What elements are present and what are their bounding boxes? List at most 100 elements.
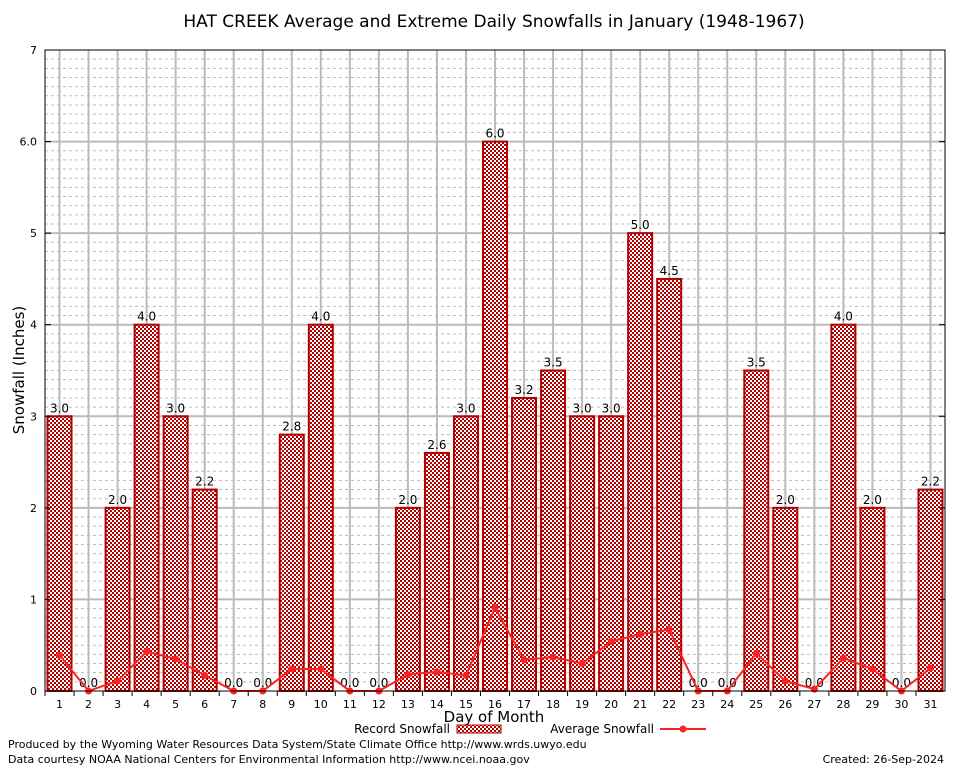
x-tick-label: 25 — [749, 698, 763, 711]
bar-value-label: 0.0 — [369, 676, 388, 690]
average-point — [839, 654, 847, 662]
average-point — [810, 685, 818, 693]
bar-value-label: 4.0 — [311, 310, 330, 324]
footer-created: Created: 26-Sep-2024 — [822, 753, 944, 766]
y-tick-label: 0 — [30, 685, 37, 698]
average-point — [868, 665, 876, 673]
x-tick-label: 15 — [459, 698, 473, 711]
legend-record-swatch — [456, 724, 502, 734]
average-point — [926, 664, 934, 672]
x-tick-label: 9 — [288, 698, 295, 711]
average-line — [56, 604, 934, 695]
record-bar — [104, 506, 131, 692]
record-bar — [627, 232, 654, 692]
y-tick-label: 3 — [30, 410, 37, 423]
y-tick-label: 6.0 — [20, 136, 38, 149]
x-tick-label: 28 — [836, 698, 850, 711]
record-bar — [133, 323, 160, 692]
record-bar — [917, 488, 944, 692]
bar-value-label: 3.0 — [573, 401, 592, 415]
bar-value-label: 0.0 — [718, 676, 737, 690]
average-point — [172, 655, 180, 663]
legend: Record Snowfall Average Snowfall — [354, 722, 706, 736]
average-point — [578, 660, 586, 668]
y-tick-label: 4 — [30, 319, 37, 332]
x-tick-label: 13 — [401, 698, 415, 711]
x-tick-label: 30 — [894, 698, 908, 711]
bar-value-label: 2.0 — [108, 493, 127, 507]
average-point — [462, 671, 470, 679]
average-point — [665, 626, 673, 634]
average-point — [143, 648, 151, 656]
x-tick-label: 5 — [172, 698, 179, 711]
x-tick-label: 31 — [923, 698, 937, 711]
record-bar — [743, 369, 770, 692]
bar-value-label: 2.2 — [921, 475, 940, 489]
average-point — [520, 656, 528, 664]
record-bar — [394, 506, 421, 692]
average-point — [433, 668, 441, 676]
bar-value-label: 3.5 — [544, 356, 563, 370]
bar-value-label: 5.0 — [631, 218, 650, 232]
x-tick-label: 8 — [259, 698, 266, 711]
record-bar — [191, 488, 218, 692]
x-tick-label: 20 — [604, 698, 618, 711]
record-bar — [569, 415, 596, 692]
x-tick-label: 22 — [662, 698, 676, 711]
x-tick-label: 4 — [143, 698, 150, 711]
x-axis-label: Day of Month — [444, 708, 545, 726]
bar-value-label: 3.0 — [50, 401, 69, 415]
average-point — [549, 653, 557, 661]
x-tick-label: 17 — [517, 698, 531, 711]
record-bar — [452, 415, 479, 692]
bar-value-label: 4.5 — [660, 264, 679, 278]
bar-value-label: 2.0 — [398, 493, 417, 507]
bar-value-label: 2.8 — [282, 420, 301, 434]
bar-value-label: 6.0 — [485, 127, 504, 141]
x-tick-label: 14 — [430, 698, 444, 711]
y-tick-label: 5 — [30, 227, 37, 240]
legend-average-marker — [679, 725, 687, 733]
record-bar — [540, 369, 567, 692]
record-bar — [511, 396, 538, 692]
legend-average-label: Average Snowfall — [550, 722, 654, 736]
record-bar — [772, 506, 799, 692]
bar-value-label: 4.0 — [137, 310, 156, 324]
record-bar — [307, 323, 334, 692]
y-tick-label: 7 — [30, 44, 37, 57]
x-tick-label: 2 — [85, 698, 92, 711]
record-bar — [423, 451, 450, 692]
average-point — [607, 638, 615, 646]
x-tick-label: 18 — [546, 698, 560, 711]
x-tick-label: 7 — [230, 698, 237, 711]
x-tick-label: 29 — [865, 698, 879, 711]
bar-value-label: 4.0 — [834, 310, 853, 324]
chart-title: HAT CREEK Average and Extreme Daily Snow… — [183, 12, 804, 32]
record-bar — [598, 415, 625, 692]
average-point — [636, 630, 644, 638]
y-tick-label: 2 — [30, 502, 37, 515]
bar-value-label: 2.2 — [195, 475, 214, 489]
x-tick-label: 19 — [575, 698, 589, 711]
average-point — [781, 677, 789, 685]
plot-frame — [44, 49, 946, 692]
record-bar — [830, 323, 857, 692]
record-bar — [278, 433, 305, 692]
x-tick-label: 1 — [56, 698, 63, 711]
x-tick-label: 16 — [488, 698, 502, 711]
bar-value-label: 0.0 — [805, 676, 824, 690]
bar-value-label: 3.5 — [747, 356, 766, 370]
footer-courtesy: Data courtesy NOAA National Centers for … — [8, 753, 530, 766]
footer-produced-by: Produced by the Wyoming Water Resources … — [8, 738, 587, 751]
x-tick-label: 27 — [807, 698, 821, 711]
bar-value-label: 3.2 — [514, 383, 533, 397]
x-tick-label: 3 — [114, 698, 121, 711]
average-point — [56, 651, 64, 659]
record-bar — [162, 415, 189, 692]
bars: 3.00.02.04.03.02.20.0 0.02.84.00.0 0.02.02… — [46, 127, 944, 693]
y-axis-label: Snowfall (Inches) — [10, 306, 28, 434]
average-point — [114, 677, 122, 685]
record-bar — [656, 277, 683, 692]
